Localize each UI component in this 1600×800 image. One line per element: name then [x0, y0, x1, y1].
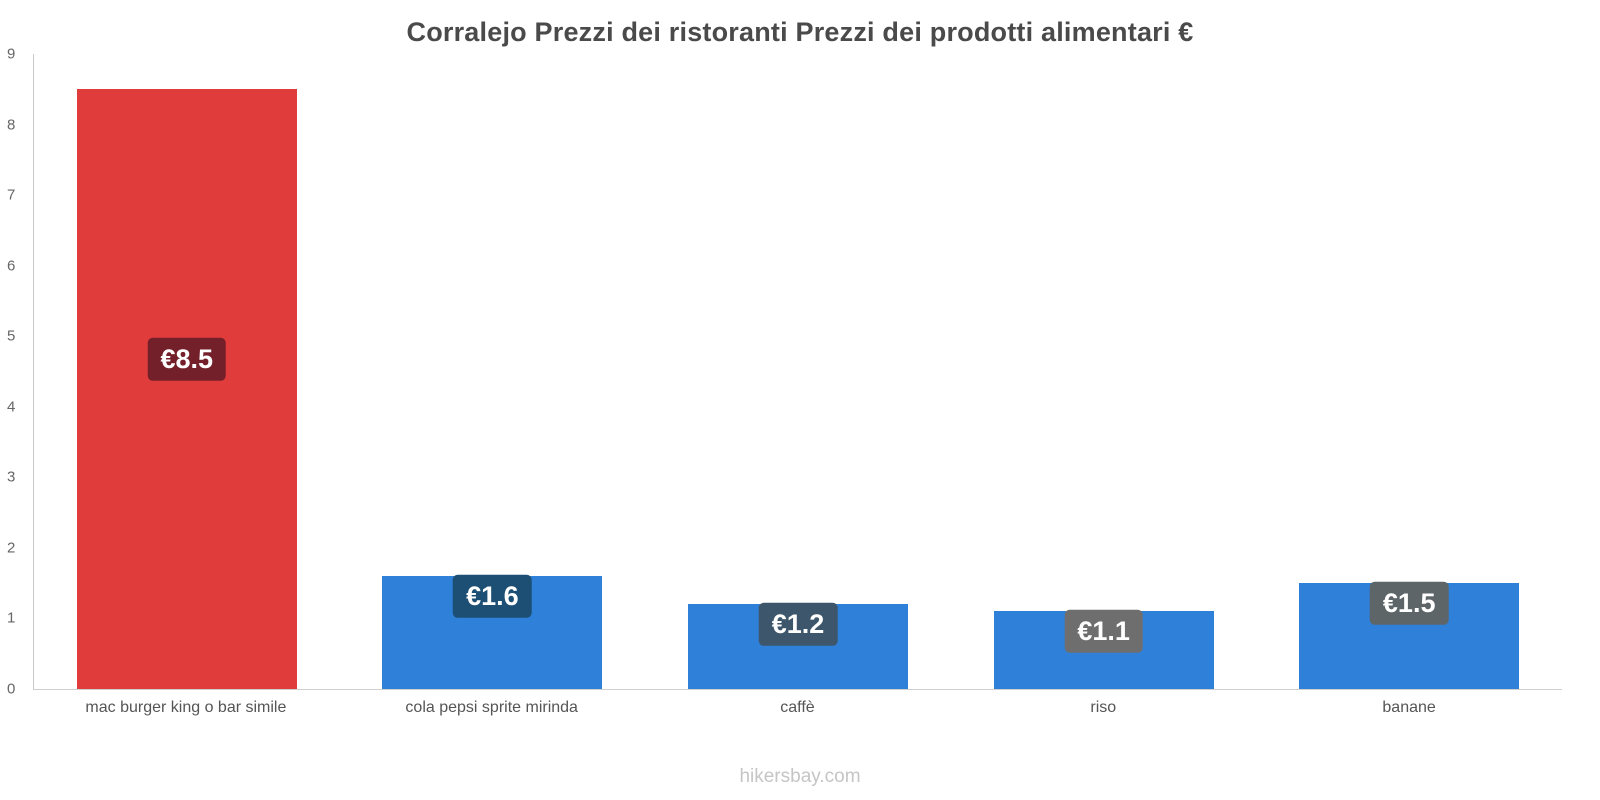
- chart-title: Corralejo Prezzi dei ristoranti Prezzi d…: [406, 17, 1194, 47]
- x-axis-label: banane: [1382, 699, 1436, 716]
- y-tick-label: 7: [7, 186, 16, 204]
- bar-value-label: €1.1: [1064, 610, 1143, 653]
- y-tick-label: 2: [7, 539, 16, 557]
- y-tick-label: 4: [7, 398, 16, 416]
- x-axis-label: caffè: [780, 699, 815, 716]
- y-tick-label: 0: [7, 680, 16, 698]
- y-tick-label: 9: [7, 45, 16, 63]
- x-axis-label: riso: [1090, 699, 1117, 716]
- chart-bar: [76, 89, 297, 689]
- bar-value-label: €1.6: [453, 574, 532, 618]
- plot-wrap: 0 1 2 3 4 5 6 7 8 9 €8.5 €1.6 €1.2 €1.1 €1.5 mac burge…: [0, 47, 1600, 717]
- x-axis-labels: mac burger king o bar simile cola pepsi s…: [33, 690, 1562, 717]
- bar-slot: €1.1: [951, 54, 1257, 689]
- bar-slot: €8.5: [34, 54, 340, 689]
- bar-value-label: €8.5: [147, 337, 227, 381]
- y-tick-label: 8: [7, 116, 16, 134]
- footer-link[interactable]: hikersbay.com: [739, 766, 861, 787]
- bar-slot: €1.2: [645, 54, 951, 689]
- y-tick-label: 5: [7, 327, 16, 345]
- bar-slot: €1.5: [1256, 54, 1562, 689]
- y-tick-label: 6: [7, 257, 16, 275]
- plot-area: 0 1 2 3 4 5 6 7 8 9 €8.5 €1.6 €1.2 €1.1 €1.5: [7, 47, 1562, 697]
- y-tick-label: 1: [7, 609, 16, 627]
- bar-value-label: €1.2: [758, 603, 838, 646]
- bar-slot: €1.6: [340, 54, 646, 689]
- y-tick-label: 3: [7, 468, 16, 486]
- x-axis-label: cola pepsi sprite mirinda: [405, 699, 578, 716]
- bar-value-label: €1.5: [1369, 581, 1449, 625]
- x-axis-label: mac burger king o bar simile: [85, 699, 287, 716]
